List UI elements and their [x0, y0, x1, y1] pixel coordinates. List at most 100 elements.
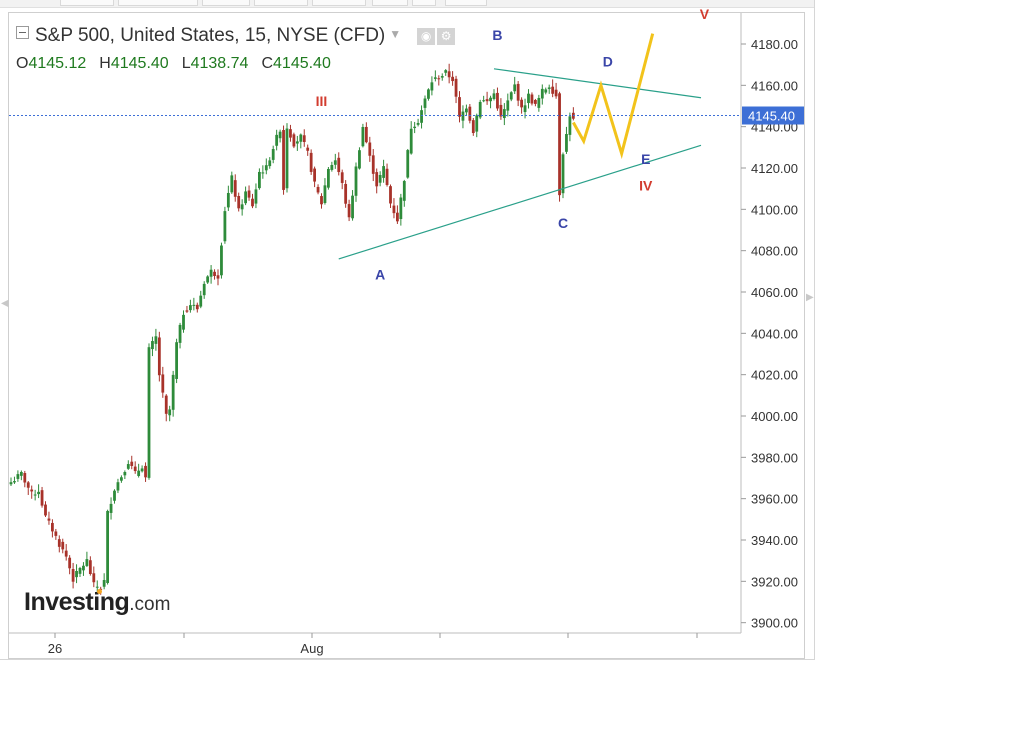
candle-body — [471, 120, 475, 134]
candle-body — [237, 195, 241, 209]
candle-body — [54, 531, 58, 536]
chart-title: S&P 500, United States, 15, NYSE (CFD) — [35, 25, 386, 46]
low-prefix: L — [181, 55, 191, 72]
candle-body — [565, 133, 568, 152]
collapse-icon[interactable] — [16, 26, 29, 39]
candle-body — [37, 491, 40, 495]
candle-body — [554, 89, 558, 97]
candle-body — [278, 131, 282, 139]
candle-body — [154, 336, 158, 344]
eye-icon[interactable]: ◉ — [417, 28, 436, 45]
candle-body — [113, 490, 116, 501]
toolbar-tab[interactable] — [412, 0, 436, 6]
candle-body — [271, 149, 275, 160]
candle-body — [264, 165, 268, 171]
candle-body — [51, 522, 54, 532]
candle-body — [130, 461, 134, 466]
candle-body — [568, 116, 572, 135]
toolbar-tab[interactable] — [445, 0, 487, 6]
candle-body — [209, 269, 213, 277]
candle-body — [402, 181, 406, 201]
candle-body — [223, 211, 227, 242]
candle-body — [106, 510, 109, 583]
scroll-left-icon[interactable]: ◀ — [1, 298, 9, 309]
scroll-right-icon[interactable]: ▶ — [806, 292, 814, 303]
candle-body — [258, 171, 261, 189]
candle-body — [433, 77, 437, 79]
candle-body — [302, 135, 306, 142]
candle-body — [413, 126, 417, 129]
candle-body — [189, 305, 192, 311]
wave-label-c: C — [558, 215, 568, 231]
gear-icon[interactable]: ⚙ — [437, 28, 456, 45]
candle-body — [137, 470, 141, 476]
candle-body — [368, 142, 372, 156]
toolbar-tab[interactable] — [312, 0, 366, 6]
candle-body — [251, 198, 254, 207]
candle-body — [285, 128, 289, 189]
candle-body — [347, 204, 351, 218]
open-value: 4145.12 — [28, 55, 87, 72]
candle-body — [516, 83, 520, 101]
dropdown-caret-icon[interactable]: ▼ — [389, 27, 402, 41]
candle-body — [102, 580, 106, 587]
candle-body — [216, 275, 220, 279]
candle-body — [423, 98, 427, 108]
candle-body — [151, 341, 154, 350]
candle-body — [140, 468, 144, 472]
candle-body — [468, 106, 472, 121]
candle-body — [396, 212, 399, 222]
investing-logo: Investing.com — [24, 588, 170, 617]
candle-body — [306, 147, 310, 151]
y-tick-label: 3980.00 — [751, 450, 798, 465]
toolbar-strip — [0, 0, 814, 8]
candle-body — [344, 183, 348, 204]
candle-body — [133, 466, 137, 472]
toolbar-tab[interactable] — [60, 0, 114, 6]
candle-body — [116, 482, 120, 491]
open-prefix: O — [16, 55, 29, 72]
candle-body — [520, 99, 523, 108]
candle-body — [64, 550, 68, 557]
wave-projection-path — [572, 33, 655, 160]
candle-body — [85, 559, 89, 566]
candle-body — [378, 175, 382, 183]
candle-body — [275, 134, 279, 146]
candle-body — [178, 324, 182, 343]
y-tick-label: 3900.00 — [751, 616, 798, 631]
candle-body — [157, 337, 161, 376]
candle-body — [506, 100, 510, 111]
wave-label-v: V — [700, 6, 710, 22]
candle-body — [371, 155, 375, 174]
candle-body — [40, 490, 44, 506]
candle-body — [109, 503, 113, 513]
candle-body — [465, 108, 468, 113]
candle-body — [168, 409, 172, 416]
candle-body — [489, 97, 492, 102]
candle-body — [475, 115, 479, 132]
current-price-badge — [742, 106, 804, 125]
candle-body — [409, 128, 413, 154]
lower-trendline — [338, 144, 702, 260]
candle-body — [230, 175, 234, 193]
y-tick-label: 3940.00 — [751, 533, 798, 548]
candle-body — [364, 126, 368, 143]
toolbar-tab[interactable] — [202, 0, 250, 6]
candle-body — [126, 464, 130, 469]
title-tools: ◉ ⚙ — [417, 24, 457, 46]
candle-body — [430, 82, 434, 91]
candle-body — [523, 105, 527, 113]
plot-frame — [8, 12, 805, 659]
wave-label-e: E — [641, 151, 650, 167]
toolbar-tab[interactable] — [118, 0, 198, 6]
candle-body — [437, 78, 441, 80]
candle-body — [206, 276, 210, 283]
toolbar-tab[interactable] — [372, 0, 408, 6]
toolbar-tab[interactable] — [254, 0, 308, 6]
candle-body — [558, 93, 561, 196]
candle-body — [440, 76, 444, 78]
price-chart[interactable]: 3900.00 3920.00 3940.00 3960.00 3980.00 4000.… — [0, 0, 814, 659]
candle-body — [389, 186, 392, 204]
y-tick-label: 4120.00 — [751, 161, 798, 176]
candle-body — [482, 100, 486, 102]
